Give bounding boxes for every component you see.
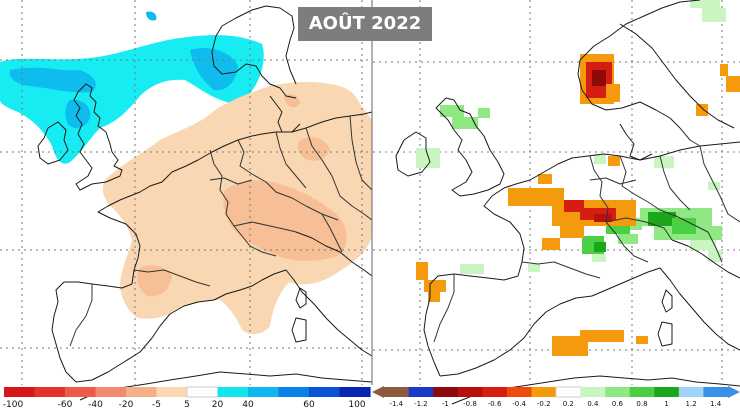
right-legend-arrow-right [728, 386, 740, 398]
right-legend-swatch [433, 387, 459, 397]
right-legend-label: 0.6 [612, 400, 624, 408]
left-map-panel [0, 0, 373, 401]
left-coastlines [37, 5, 373, 401]
left-legend-swatch [126, 387, 158, 397]
left-legend-label: 40 [242, 400, 254, 408]
right-legend-label: 1.4 [710, 400, 722, 408]
left-legend-label: 100 [348, 400, 365, 408]
right-legend-swatch [482, 387, 508, 397]
right-legend-label: 1.2 [686, 400, 697, 408]
right-legend-label: -0.8 [463, 400, 477, 408]
right-legend-swatch [384, 387, 410, 397]
left-legend-labels: -100 -60 -40 -20 -5 5 20 40 60 100 [3, 400, 366, 410]
left-legend-label: -40 [88, 400, 103, 408]
right-legend-swatch [506, 387, 533, 397]
right-legend-swatch [654, 387, 680, 397]
right-legend-swatch [457, 387, 483, 397]
right-legend-label: 0.4 [587, 400, 599, 408]
left-legend-swatch [186, 386, 219, 398]
left-gridlines [0, 0, 372, 385]
left-legend-label: 60 [303, 400, 315, 408]
left-legend-swatch [217, 387, 249, 397]
right-dry-cells [416, 54, 740, 356]
left-legend-swatches [4, 386, 371, 398]
right-legend-label: 0.8 [636, 400, 647, 408]
right-coastlines [395, 0, 740, 405]
right-legend-label: -1.4 [389, 400, 403, 408]
left-legend-swatch [248, 387, 280, 397]
right-legend-label: -1.2 [414, 400, 428, 408]
right-legend-swatch [703, 387, 729, 397]
left-legend-swatch [339, 387, 371, 397]
left-legend-swatch [156, 387, 188, 397]
right-legend-swatch [678, 387, 705, 397]
right-legend-swatch [605, 387, 631, 397]
right-legend-swatch [555, 386, 582, 398]
right-legend-swatch [580, 387, 606, 397]
right-map-panel [373, 0, 740, 405]
map-title: AOÛT 2022 [298, 7, 432, 41]
right-legend-label: -0.2 [537, 400, 551, 408]
left-legend-swatch [4, 387, 36, 397]
left-legend: -100 -60 -40 -20 -5 5 20 40 60 100 [3, 386, 371, 410]
left-legend-label: 20 [212, 400, 224, 408]
right-legend-label: 0.2 [563, 400, 574, 408]
right-legend-arrow-left [372, 386, 384, 398]
left-legend-swatch [65, 387, 97, 397]
right-legend-swatch [531, 387, 557, 397]
right-legend-label: -0.6 [488, 400, 502, 408]
left-legend-swatch [309, 387, 341, 397]
right-legend-swatch [408, 387, 434, 397]
right-legend-label: -1 [442, 400, 449, 408]
right-legend-label: -0.4 [512, 400, 526, 408]
left-legend-swatch [278, 387, 310, 397]
right-legend-swatches [384, 386, 729, 398]
left-legend-label: -20 [119, 400, 134, 408]
left-legend-swatch [95, 387, 127, 397]
left-legend-label: -100 [3, 400, 24, 408]
right-legend-swatch [629, 387, 655, 397]
left-legend-label: 5 [184, 400, 190, 408]
left-legend-label: -5 [152, 400, 161, 408]
left-legend-label: -60 [58, 400, 73, 408]
right-legend: -1.4 -1.2 -1 -0.8 -0.6 -0.4 -0.2 0.2 0.4 0.6 0.8 1 1… [372, 386, 740, 408]
right-legend-label: 1 [664, 400, 668, 408]
left-legend-swatch [34, 387, 66, 397]
right-legend-labels: -1.4 -1.2 -1 -0.8 -0.6 -0.4 -0.2 0.2 0.4 0.6 0.8 1 1… [389, 400, 721, 408]
